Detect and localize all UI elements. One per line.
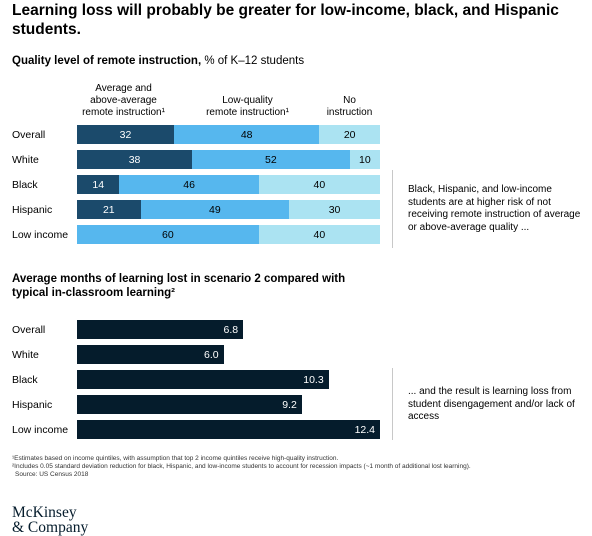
chart1-row-label: Low income <box>12 229 69 241</box>
legend-series-1-line-2: above-average <box>90 95 157 106</box>
chart2-title-line-1: Average months of learning lost in scena… <box>12 273 346 285</box>
learning-lost-bar: 12.4 <box>77 420 380 439</box>
legend-series-3: No instruction <box>312 95 387 119</box>
stacked-bar-segment: 10 <box>349 150 380 169</box>
legend-series-2: Low-quality remote instruction¹ <box>185 95 310 119</box>
chart2-title-line-2: typical in-classroom learning² <box>12 287 175 299</box>
chart2-row-label: White <box>12 349 39 361</box>
annotation-divider <box>392 368 393 440</box>
learning-lost-bar: 6.8 <box>77 320 244 339</box>
chart1-subtitle-bold: Quality level of remote instruction, <box>12 55 202 67</box>
learning-lost-bar: 10.3 <box>77 370 329 389</box>
chart2-row-label: Overall <box>12 324 46 336</box>
footnote-1: ¹Estimates based on income quintiles, wi… <box>12 455 339 462</box>
stacked-bar-segment: 40 <box>258 175 380 194</box>
chart2-annotation: ... and the result is learning loss from… <box>408 386 575 422</box>
chart2-title: Average months of learning lost in scena… <box>12 272 345 300</box>
annotation-divider <box>392 170 393 248</box>
chart1-row-label: Hispanic <box>12 204 53 216</box>
stacked-bar-segment: 48 <box>173 125 320 144</box>
chart2-row-label: Hispanic <box>12 399 53 411</box>
stacked-bar-segment: 20 <box>319 125 380 144</box>
learning-lost-bar: 6.0 <box>77 345 224 364</box>
stacked-bar-segment: 40 <box>258 225 380 244</box>
stacked-bar-segment: 32 <box>77 125 174 144</box>
logo-line-1: McKinsey <box>12 504 77 521</box>
chart1-row-label: White <box>12 154 39 166</box>
chart2-row-label: Low income <box>12 424 69 436</box>
bar-chart-learning-lost: 6.8 6.0 10.3 9.2 12.4 <box>77 320 380 440</box>
source-note: Source: US Census 2018 <box>15 471 89 478</box>
legend-series-1-line-1: Average and <box>95 83 152 94</box>
stacked-bar-segment: 21 <box>77 200 141 219</box>
legend-series-2-line-2: remote instruction¹ <box>206 107 289 118</box>
logo-line-2: & Company <box>12 519 89 536</box>
chart1-row-label: Overall <box>12 129 46 141</box>
stacked-bar-segment: 60 <box>77 225 259 244</box>
chart1-row-label: Black <box>12 179 38 191</box>
legend-series-1: Average and above-average remote instruc… <box>76 83 171 119</box>
stacked-bar-segment: 46 <box>119 175 259 194</box>
chart1-subtitle-rest: % of K–12 students <box>201 55 305 67</box>
stacked-bar-segment: 14 <box>77 175 120 194</box>
chart1-subtitle: Quality level of remote instruction, % o… <box>12 55 304 67</box>
chart1-annotation: Black, Hispanic, and low-income students… <box>408 184 581 233</box>
stacked-bar-segment: 38 <box>77 150 193 169</box>
legend-series-3-line-2: instruction <box>326 107 373 118</box>
learning-lost-bar: 9.2 <box>77 395 302 414</box>
mckinsey-logo: McKinsey & Company <box>12 504 89 536</box>
footnote-2: ²Includes 0.05 standard deviation reduct… <box>12 463 471 470</box>
legend-series-3-line-1: No <box>343 95 356 106</box>
stacked-bar-segment: 30 <box>289 200 380 219</box>
stacked-bar-segment: 52 <box>192 150 350 169</box>
chart2-row-label: Black <box>12 374 38 386</box>
stacked-bar-chart: 32 48 20 38 52 10 14 46 40 21 49 30 60 40 <box>77 125 380 245</box>
page-title: Learning loss will probably be greater f… <box>12 2 559 38</box>
stacked-bar-segment: 49 <box>140 200 290 219</box>
legend-series-2-line-1: Low-quality <box>222 95 273 106</box>
legend-series-1-line-3: remote instruction¹ <box>82 107 165 118</box>
